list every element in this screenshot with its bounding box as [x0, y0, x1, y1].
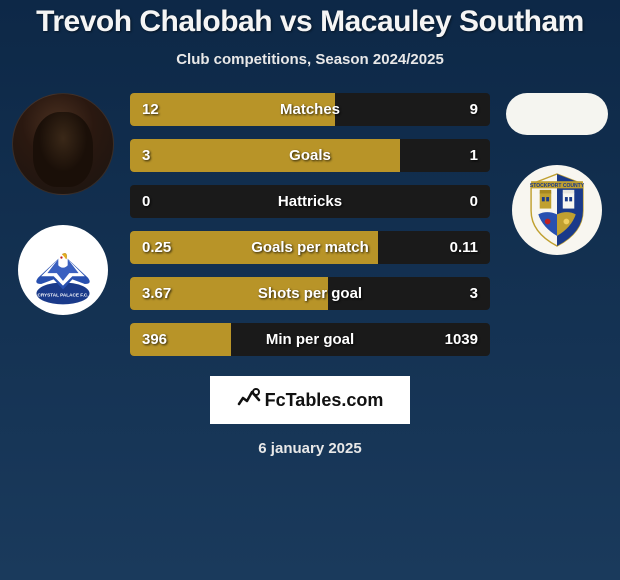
stat-row: 396 Min per goal 1039	[130, 323, 490, 356]
stockport-crest-icon: STOCKPORT COUNTY	[521, 171, 593, 249]
stat-content: 396 Min per goal 1039	[130, 331, 490, 348]
stat-content: 3 Goals 1	[130, 147, 490, 164]
left-player-column: CRYSTAL PALACE F.C.	[8, 93, 118, 315]
stat-value-right: 1039	[438, 331, 478, 348]
stat-label: Goals per match	[251, 239, 369, 256]
right-player-column: STOCKPORT COUNTY	[502, 93, 612, 255]
player2-club-crest: STOCKPORT COUNTY	[512, 165, 602, 255]
stat-label: Shots per goal	[258, 285, 362, 302]
player2-avatar	[506, 93, 608, 135]
date-label: 6 january 2025	[0, 440, 620, 457]
brand-box[interactable]: FcTables.com	[210, 376, 410, 424]
stat-row: 0 Hattricks 0	[130, 185, 490, 218]
stat-value-left: 0.25	[142, 239, 182, 256]
stat-content: 12 Matches 9	[130, 101, 490, 118]
stat-value-right: 0.11	[438, 239, 478, 256]
brand-logo-icon	[237, 386, 261, 414]
stat-label: Min per goal	[266, 331, 354, 348]
comparison-layout: CRYSTAL PALACE F.C. 12 Matches 9 3 Goals 1 0 Ha…	[0, 93, 620, 356]
stat-value-right: 1	[438, 147, 478, 164]
subtitle: Club competitions, Season 2024/2025	[0, 51, 620, 68]
stat-label: Matches	[280, 101, 340, 118]
stat-value-left: 3.67	[142, 285, 182, 302]
brand-text: FcTables.com	[265, 390, 384, 411]
stat-content: 0 Hattricks 0	[130, 193, 490, 210]
stat-value-left: 396	[142, 331, 182, 348]
stat-row: 12 Matches 9	[130, 93, 490, 126]
svg-text:CRYSTAL PALACE F.C.: CRYSTAL PALACE F.C.	[37, 293, 88, 298]
stat-value-left: 0	[142, 193, 182, 210]
stat-label: Goals	[289, 147, 331, 164]
player1-silhouette	[33, 112, 93, 187]
page-title: Trevoh Chalobah vs Macauley Southam	[0, 5, 620, 39]
stats-table: 12 Matches 9 3 Goals 1 0 Hattricks 0 0.25 Goals pe…	[130, 93, 490, 356]
stat-row: 0.25 Goals per match 0.11	[130, 231, 490, 264]
stat-content: 3.67 Shots per goal 3	[130, 285, 490, 302]
stat-value-right: 3	[438, 285, 478, 302]
stat-value-left: 12	[142, 101, 182, 118]
player1-club-crest: CRYSTAL PALACE F.C.	[18, 225, 108, 315]
stat-value-left: 3	[142, 147, 182, 164]
stat-label: Hattricks	[278, 193, 342, 210]
eagle-crest-icon: CRYSTAL PALACE F.C.	[24, 231, 102, 309]
stat-content: 0.25 Goals per match 0.11	[130, 239, 490, 256]
stat-value-right: 0	[438, 193, 478, 210]
stat-row: 3 Goals 1	[130, 139, 490, 172]
stat-value-right: 9	[438, 101, 478, 118]
svg-text:STOCKPORT COUNTY: STOCKPORT COUNTY	[530, 183, 585, 189]
player1-avatar	[12, 93, 114, 195]
stat-row: 3.67 Shots per goal 3	[130, 277, 490, 310]
